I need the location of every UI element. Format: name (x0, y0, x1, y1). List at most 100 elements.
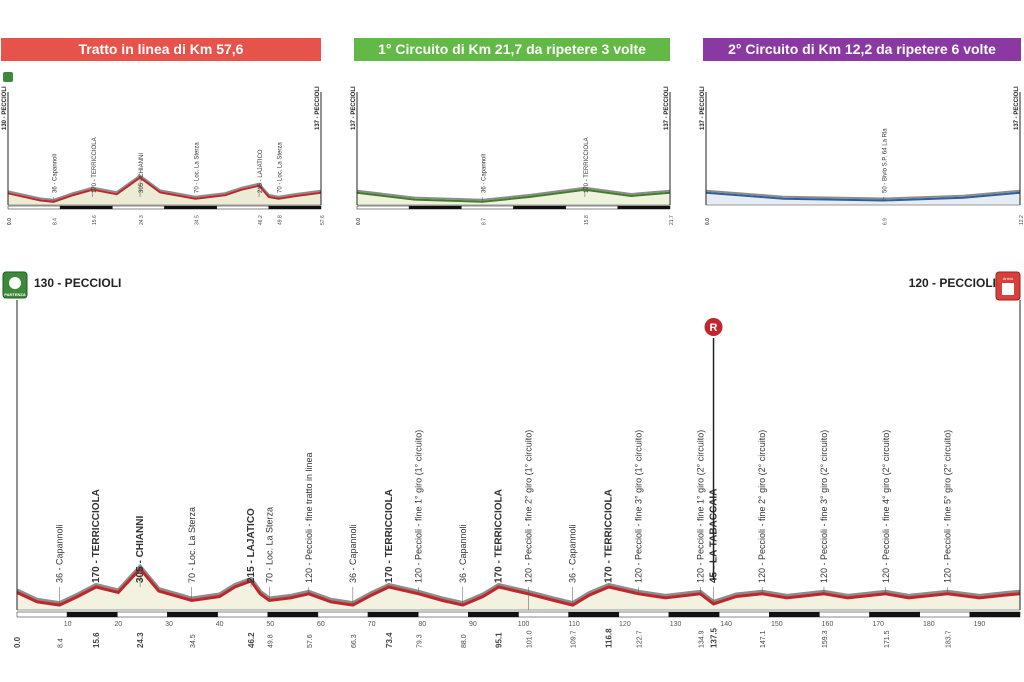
main-point-label: 36 - Capannoli (568, 524, 578, 583)
mini2-end-label: 137 - PECCIOLI (664, 86, 670, 130)
main-point-label: 170 - TERRICCIOLA (604, 489, 615, 583)
mini2-km-bar-segment (617, 205, 671, 210)
main-axis-number: 40 (216, 621, 224, 628)
main-axis-number: 10 (64, 621, 72, 628)
main-tick-label: 0.0 (13, 636, 22, 648)
mini2-tick-label: 15.8 (584, 215, 590, 225)
main-tick-label: 95.1 (495, 632, 504, 648)
main-tick-label: 66.3 (351, 634, 358, 648)
mini1-profile-line (7, 176, 322, 203)
main-point-label: 120 - Peccioli - fine 5° giro (2° circui… (943, 430, 953, 583)
mini1-point-label: 70 - Loc. La Sterza (194, 142, 200, 193)
start-badge (2, 271, 28, 299)
main-end-label: 120 - PECCIOLI (909, 276, 996, 290)
main-point-label: 70 - Loc. La Sterza (187, 507, 197, 583)
mini2-point-label: 36 - Capannoli (481, 154, 487, 193)
main-axis-number: 150 (771, 621, 783, 628)
mini1-tick-label: 8.4 (53, 218, 59, 225)
main-point-label: 120 - Peccioli - fine tratto in linea (304, 452, 314, 583)
mini3-point-label: 50 - Bivio S.P. 64 La Rla (883, 128, 889, 193)
mini2-km-bar-segment (513, 205, 566, 210)
finish-icon (1002, 283, 1014, 295)
mini1-point-label: 170 - TERRICCIOLA (92, 137, 98, 193)
main-km-bar-segment (417, 611, 469, 618)
main-tick-label: 159.3 (822, 630, 829, 648)
main-tick-label: 34.5 (190, 634, 197, 648)
mini3-group (705, 92, 1021, 206)
mini1-shade-line (7, 174, 322, 201)
main-tick-label: 57.6 (307, 634, 314, 648)
main-km-bar-segment (468, 611, 519, 618)
mini3-start-label: 137 - PECCIOLI (700, 86, 706, 130)
main-point-label: 120 - Peccioli - fine 1° giro (2° circui… (695, 430, 705, 583)
main-tick-label: 49.8 (267, 634, 274, 648)
mini2-km-bar-segment (461, 205, 514, 210)
main-point-label: 36 - Capannoli (458, 524, 468, 583)
mini1-point-label: 70 - Loc. La Sterza (278, 142, 284, 193)
main-point-label: 170 - TERRICCIOLA (494, 489, 505, 583)
main-axis-number: 90 (469, 621, 477, 628)
mini1-tick-label: 34.5 (194, 215, 200, 225)
main-point-label: 170 - TERRICCIOLA (384, 489, 395, 583)
mini1-km-bar-segment (7, 205, 61, 210)
mini3-tick-label: 6.9 (883, 218, 889, 225)
main-point-label: 170 - TERRICCIOLA (91, 489, 102, 583)
main-tick-label: 183.7 (946, 630, 953, 648)
main-tick-label: 171.5 (884, 630, 891, 648)
stage1-banner: Tratto in linea di Km 57,6 (1, 38, 321, 61)
main-point-label: 120 - Peccioli - fine 1° giro (1° circui… (414, 430, 424, 583)
main-km-bar-segment (317, 611, 369, 618)
main-axis-number: 190 (974, 621, 986, 628)
mini1-tick-label: 49.8 (278, 215, 284, 225)
main-axis-number: 50 (266, 621, 274, 628)
mini1-tick-label: 15.6 (92, 215, 98, 225)
main-km-bar-segment (718, 611, 770, 618)
refuel-letter: R (710, 322, 718, 334)
main-tick-label: 101.0 (527, 630, 534, 648)
mini1-start-label: 130 - PECCIOLI (2, 86, 8, 130)
mini2-point-label: 170 - TERRICCIOLA (584, 137, 590, 193)
main-axis-number: 160 (822, 621, 834, 628)
mini1-km-bar-segment (164, 205, 217, 210)
main-tick-label: 137.5 (710, 627, 719, 648)
main-axis-number: 120 (619, 621, 631, 628)
main-axis-number: 170 (872, 621, 884, 628)
mini1-km-bar-segment (216, 205, 270, 210)
main-tick-label: 109.7 (571, 630, 578, 648)
main-km-bar-segment (367, 611, 419, 618)
mini2-start-label: 137 - PECCIOLI (351, 86, 357, 130)
main-km-bar-segment (267, 611, 319, 618)
main-km-bar-segment (217, 611, 269, 618)
refuel-marker (702, 316, 725, 338)
mini2-shade-line (356, 186, 671, 201)
circuit2-banner: 2° Circuito di Km 12,2 da ripetere 6 vol… (703, 38, 1021, 61)
main-axis-number: 30 (165, 621, 173, 628)
finish-badge-label: Arrivo (1003, 276, 1014, 281)
main-km-bar-segment (869, 611, 920, 618)
mini1-km-bar-segment (112, 205, 165, 210)
main-axis-number: 80 (418, 621, 426, 628)
mini1-km-bar-segment (268, 205, 322, 210)
main-point-label: 36 - Capannoli (348, 524, 358, 583)
mini2-tick-label: 0.0 (356, 218, 362, 225)
main-km-bar-segment (769, 611, 820, 618)
main-km-bar-segment (668, 611, 720, 618)
mini1-group (7, 92, 322, 210)
main-point-label: 215 - LAJATICO (246, 508, 257, 583)
mini2-km-bar-segment (408, 205, 462, 210)
main-axis-number: 100 (518, 621, 530, 628)
circuit1-banner: 1° Circuito di Km 21,7 da ripetere 3 vol… (354, 38, 670, 61)
mini3-end-label: 137 - PECCIOLI (1014, 86, 1020, 130)
main-axis-number: 140 (720, 621, 732, 628)
mini2-profile-line (356, 188, 671, 203)
finish-badge (995, 271, 1021, 301)
main-km-bar-segment (969, 611, 1021, 618)
main-point-label: 70 - Loc. La Sterza (264, 507, 274, 583)
main-point-label: 120 - Peccioli - fine 2° giro (1° circui… (524, 430, 534, 583)
mini1-km-bar-segment (59, 205, 113, 210)
mini1-tick-label: 24.3 (139, 215, 145, 225)
main-point-label: 305 - CHIANNI (135, 516, 146, 583)
mini2-tick-label: 8.7 (481, 218, 487, 225)
main-point-label: 36 - Capannoli (55, 524, 65, 583)
